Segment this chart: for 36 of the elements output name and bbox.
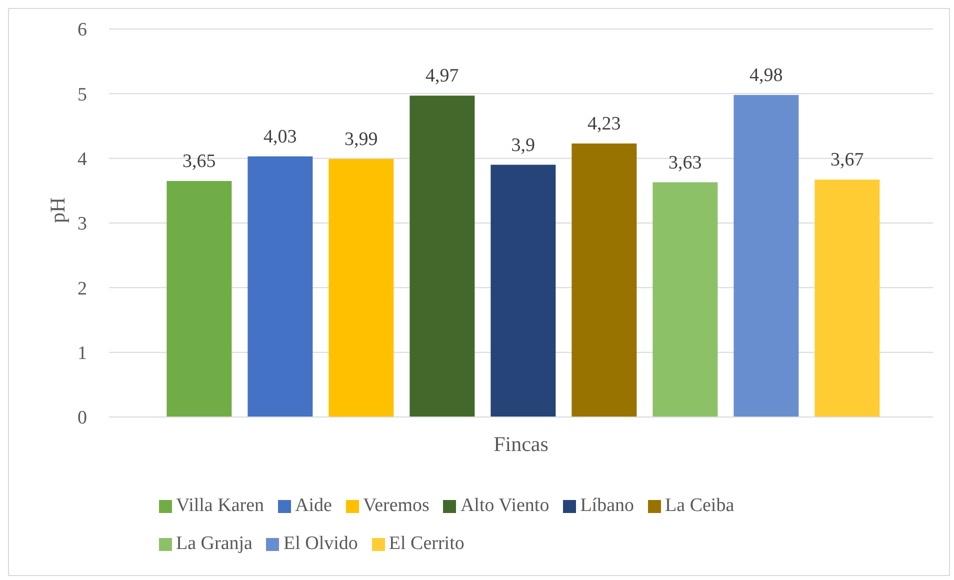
data-label: 4,98 (750, 64, 783, 86)
data-label: 3,63 (668, 152, 702, 174)
y-tick-label: 4 (78, 149, 88, 170)
bar (814, 180, 880, 417)
data-label: 4,03 (264, 126, 297, 148)
bar (490, 164, 556, 417)
bar (248, 156, 313, 417)
legend-label: Aide (295, 495, 332, 516)
legend-label: Villa Karen (176, 495, 264, 516)
y-tick-label: 0 (78, 408, 87, 429)
legend-label: El Olvido (283, 533, 358, 554)
bar (652, 182, 718, 417)
y-tick-label: 1 (78, 343, 87, 364)
y-tick-label: 6 (78, 20, 87, 41)
bar (328, 158, 394, 417)
bar (734, 94, 799, 417)
y-tick-label: 5 (78, 84, 87, 106)
y-tick-label: 2 (78, 278, 87, 300)
data-label: 4,97 (426, 66, 459, 87)
data-label: 3,99 (344, 128, 378, 150)
bar (572, 143, 637, 417)
y-tick-label: 3 (78, 214, 87, 235)
legend-label: El Cerrito (388, 533, 464, 554)
data-label: 4,23 (588, 113, 621, 134)
legend-label: Alto Viento (460, 495, 550, 516)
data-label: 3,67 (830, 150, 864, 171)
y-axis-title: pH (45, 197, 70, 223)
bar (410, 96, 475, 417)
bar (166, 180, 232, 417)
legend-label: Veremos (362, 495, 430, 516)
legend-label: La Ceiba (665, 495, 734, 516)
x-axis-title: Fincas (494, 432, 548, 456)
legend-label: La Granja (176, 533, 252, 554)
legend-label: Líbano (580, 495, 634, 516)
data-label: 3,9 (511, 134, 536, 156)
data-label: 3,65 (182, 150, 216, 172)
